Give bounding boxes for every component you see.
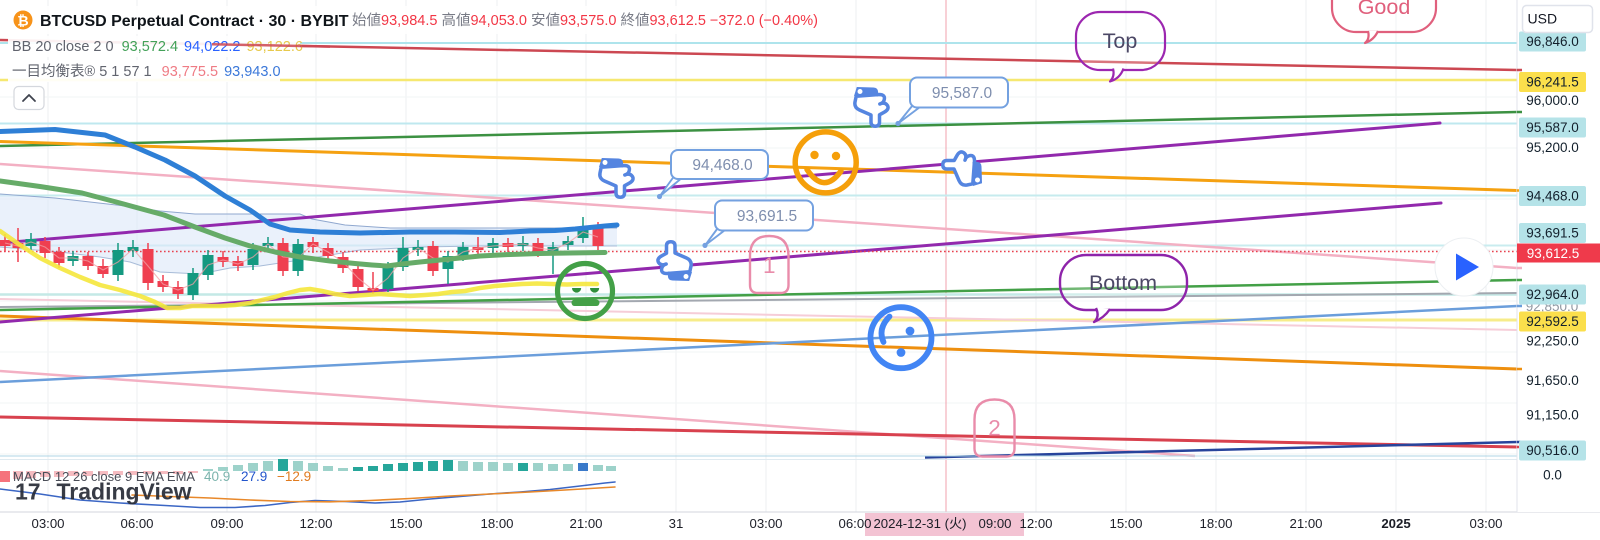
svg-text:17: 17 [15, 479, 41, 505]
svg-text:94,468.0: 94,468.0 [692, 157, 753, 174]
svg-text:03:00: 03:00 [749, 516, 782, 531]
svg-text:BTCUSD Perpetual Contract · 30: BTCUSD Perpetual Contract · 30 · BYBIT [40, 13, 349, 30]
svg-text:31: 31 [669, 516, 684, 531]
svg-text:92,592.5: 92,592.5 [1526, 314, 1579, 329]
svg-text:96,846.0: 96,846.0 [1526, 34, 1579, 49]
svg-text:92,250.0: 92,250.0 [1526, 334, 1579, 349]
svg-text:03:00: 03:00 [31, 516, 64, 531]
svg-text:96,000.0: 96,000.0 [1526, 93, 1579, 108]
svg-text:15:00: 15:00 [1109, 516, 1142, 531]
svg-text:一目均衡表® 5 1 57 193,775.593,943.: 一目均衡表® 5 1 57 1 93,775.5 93,943.0 [12, 63, 281, 80]
svg-text:2025: 2025 [1381, 516, 1410, 531]
svg-text:−12.9: −12.9 [277, 469, 311, 484]
svg-text:93,691.5: 93,691.5 [1526, 226, 1579, 241]
svg-text:12:00: 12:00 [1019, 516, 1052, 531]
svg-text:Bottom: Bottom [1089, 271, 1157, 295]
svg-text:21:00: 21:00 [569, 516, 602, 531]
svg-text:09:00: 09:00 [210, 516, 243, 531]
svg-text:TradingView: TradingView [57, 479, 192, 505]
svg-text:2: 2 [988, 416, 1001, 441]
svg-text:94,468.0: 94,468.0 [1526, 189, 1579, 204]
svg-text:91,150.0: 91,150.0 [1526, 408, 1579, 423]
svg-text:Good: Good [1358, 0, 1411, 19]
svg-text:0.0: 0.0 [1543, 468, 1562, 483]
svg-text:₿: ₿ [17, 13, 28, 29]
svg-text:90,516.0: 90,516.0 [1526, 443, 1579, 458]
svg-text:12:00: 12:00 [299, 516, 332, 531]
svg-text:95,587.0: 95,587.0 [1526, 120, 1579, 135]
svg-text:91,650.0: 91,650.0 [1526, 373, 1579, 388]
svg-text:1: 1 [763, 253, 776, 278]
svg-text:21:00: 21:00 [1289, 516, 1322, 531]
svg-text:Top: Top [1103, 29, 1138, 53]
svg-text:09:00: 09:00 [978, 516, 1011, 531]
svg-text:40.9: 40.9 [204, 469, 230, 484]
svg-text:MACD 12 26 close 9 EMA EMA: MACD 12 26 close 9 EMA EMA [13, 469, 195, 484]
svg-text:06:00: 06:00 [120, 516, 153, 531]
svg-text:18:00: 18:00 [1199, 516, 1232, 531]
svg-text:93,612.5: 93,612.5 [1527, 246, 1580, 261]
svg-text:USD: USD [1528, 11, 1558, 27]
svg-text:06:00: 06:00 [838, 516, 871, 531]
svg-text:18:00: 18:00 [480, 516, 513, 531]
svg-text:96,241.5: 96,241.5 [1526, 75, 1579, 90]
svg-text:03:00: 03:00 [1469, 516, 1502, 531]
svg-text:BB 20 close 2 093,572.494,022.: BB 20 close 2 0 93,572.4 94,022.2 93,122.6 [12, 39, 303, 55]
svg-text:95,200.0: 95,200.0 [1526, 140, 1579, 155]
svg-text:15:00: 15:00 [389, 516, 422, 531]
svg-text:始値93,984.5 高値94,053.0 安値93,575: 始値93,984.5 高値94,053.0 安値93,575.0 終値93,61… [352, 12, 818, 29]
svg-text:92,964.0: 92,964.0 [1526, 287, 1579, 302]
svg-text:93,691.5: 93,691.5 [737, 208, 797, 225]
svg-text:27.9: 27.9 [241, 469, 267, 484]
svg-text:95,587.0: 95,587.0 [932, 85, 993, 102]
svg-text:2024-12-31 (火): 2024-12-31 (火) [873, 516, 966, 531]
